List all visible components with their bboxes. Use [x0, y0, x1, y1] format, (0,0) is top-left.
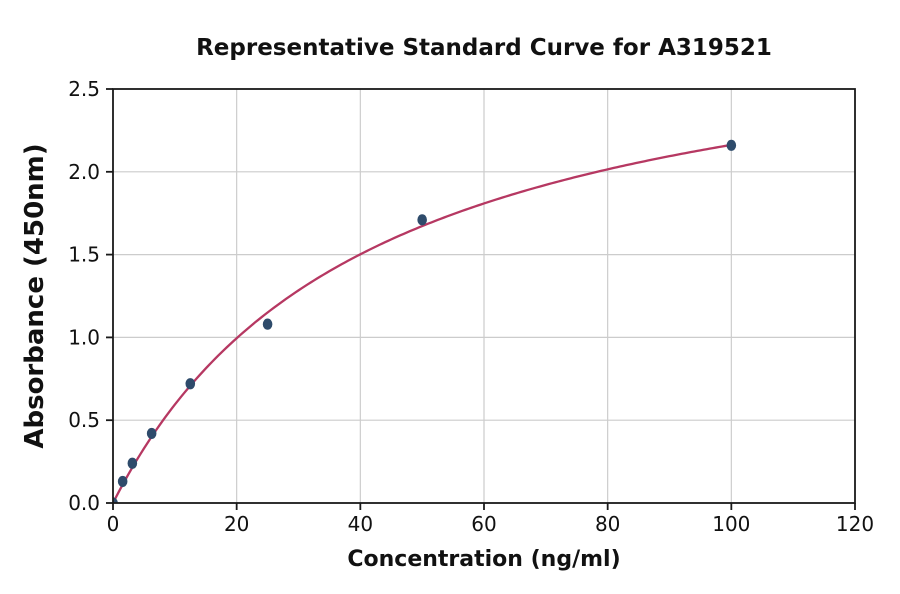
x-tick-label: 80	[595, 512, 620, 536]
data-point	[146, 427, 157, 440]
y-tick-label: 2.0	[68, 160, 100, 184]
x-axis-label: Concentration (ng/ml)	[347, 547, 620, 572]
data-points-layer	[113, 139, 737, 503]
tick-marks	[106, 88, 856, 510]
data-point	[127, 457, 138, 469]
y-axis-label: Absorbance (450nm)	[20, 143, 50, 448]
x-tick-label: 20	[224, 512, 249, 536]
tick-labels: 0 20 40 60 80 100 120 0.0 0.5 1.0 1.5 2.0 2.5	[68, 77, 874, 536]
data-point	[262, 318, 273, 330]
data-point	[117, 475, 128, 488]
data-point	[113, 497, 118, 503]
x-tick-label: 40	[348, 512, 373, 536]
fit-curve-line	[113, 143, 733, 503]
gridlines	[112, 88, 856, 504]
y-tick-label: 1.0	[68, 325, 100, 349]
plot-border	[112, 88, 856, 504]
y-tick-label: 0.5	[68, 408, 100, 432]
x-tick-label: 100	[712, 512, 750, 536]
y-tick-label: 1.5	[68, 243, 100, 267]
x-tick-label: 0	[107, 512, 120, 536]
data-point	[726, 139, 737, 151]
fit-curve-layer	[113, 143, 733, 503]
x-tick-label: 120	[836, 512, 874, 536]
y-tick-label: 0.0	[68, 491, 100, 515]
data-point	[185, 378, 196, 390]
y-tick-label: 2.5	[68, 77, 100, 101]
chart-title: Representative Standard Curve for A31952…	[196, 35, 772, 61]
data-point	[417, 214, 427, 226]
x-tick-label: 60	[471, 512, 496, 536]
